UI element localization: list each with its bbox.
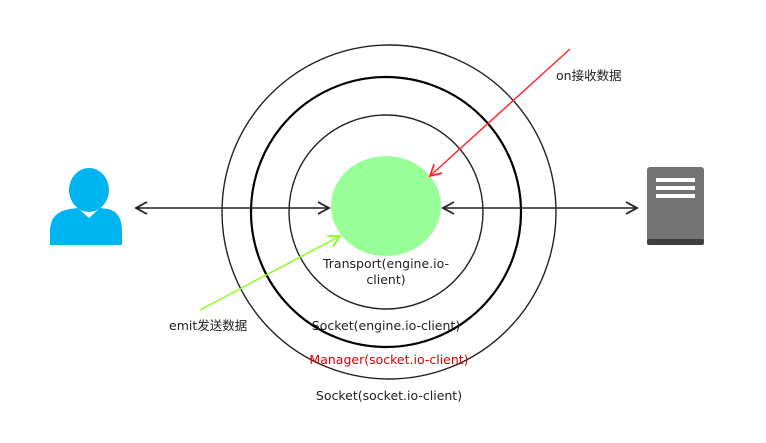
emit-send-label: emit发送数据 [169,318,247,333]
transport-label-line1: Transport(engine.io- [322,256,449,271]
manager-label: Manager(socket.io-client) [309,352,468,367]
user-icon [50,168,122,245]
transport-core [331,156,441,256]
socket-engine-label: Socket(engine.io-client) [312,318,460,333]
transport-label-line2: client) [366,272,405,287]
socket-socketio-label: Socket(socket.io-client) [316,388,462,403]
on-receive-label: on接收数据 [556,68,622,83]
receive-data-arrow [428,48,571,178]
server-icon [647,167,704,245]
emit-data-arrow [199,234,342,311]
